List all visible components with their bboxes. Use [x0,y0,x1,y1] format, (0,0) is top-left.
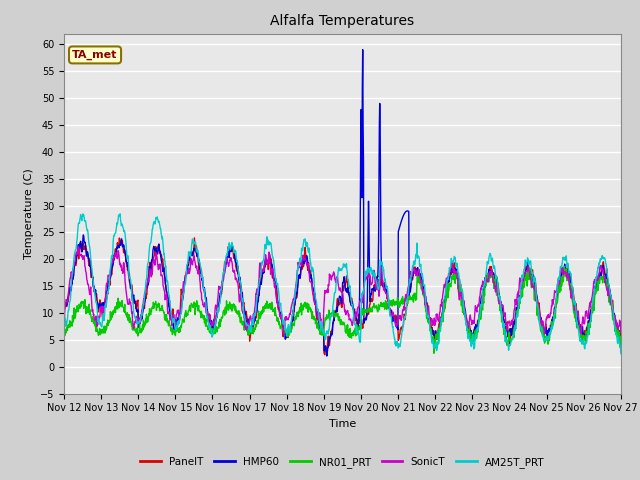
AM25T_PRT [551,307,559,312]
PanelT [617,333,625,339]
PanelT [60,308,68,313]
PanelT [191,235,198,241]
HMP60 [552,302,559,308]
HMP60 [170,327,178,333]
PanelT [552,304,559,310]
AM25T_PRT [60,336,68,341]
SonicT [60,337,68,343]
AM25T_PRT [184,254,192,260]
NR01_PRT [551,310,559,315]
NR01_PRT [60,333,68,339]
NR01_PRT [502,339,509,345]
Y-axis label: Temperature (C): Temperature (C) [24,168,35,259]
Legend: PanelT, HMP60, NR01_PRT, SonicT, AM25T_PRT: PanelT, HMP60, NR01_PRT, SonicT, AM25T_P… [136,453,548,472]
X-axis label: Time: Time [329,419,356,429]
NR01_PRT [561,264,568,269]
SonicT [502,321,509,326]
PanelT [321,352,328,358]
SonicT [551,289,559,295]
AM25T_PRT [502,338,509,344]
NR01_PRT [246,330,254,336]
HMP60 [323,353,331,359]
HMP60 [246,330,254,336]
NR01_PRT [429,335,436,341]
PanelT [502,322,510,327]
PanelT [429,327,437,333]
AM25T_PRT [246,323,254,329]
Text: TA_met: TA_met [72,50,118,60]
Line: HMP60: HMP60 [64,50,621,356]
PanelT [246,333,254,338]
NR01_PRT [617,334,625,339]
SonicT [171,320,179,326]
PanelT [170,324,178,329]
HMP60 [359,47,367,53]
HMP60 [429,331,437,336]
SonicT [184,268,192,274]
NR01_PRT [170,328,178,334]
HMP60 [184,263,191,268]
AM25T_PRT [171,320,179,325]
Line: AM25T_PRT: AM25T_PRT [64,214,621,354]
Line: PanelT: PanelT [64,238,621,355]
AM25T_PRT [79,211,87,217]
SonicT [429,319,437,324]
Line: NR01_PRT: NR01_PRT [64,266,621,353]
SonicT [246,313,254,319]
AM25T_PRT [429,339,437,345]
HMP60 [617,339,625,345]
SonicT [74,243,82,249]
AM25T_PRT [617,351,625,357]
SonicT [617,329,625,335]
NR01_PRT [430,350,438,356]
NR01_PRT [184,312,191,318]
HMP60 [502,324,510,329]
HMP60 [60,304,68,310]
PanelT [184,260,191,265]
Line: SonicT: SonicT [64,246,621,340]
Title: Alfalfa Temperatures: Alfalfa Temperatures [270,14,415,28]
